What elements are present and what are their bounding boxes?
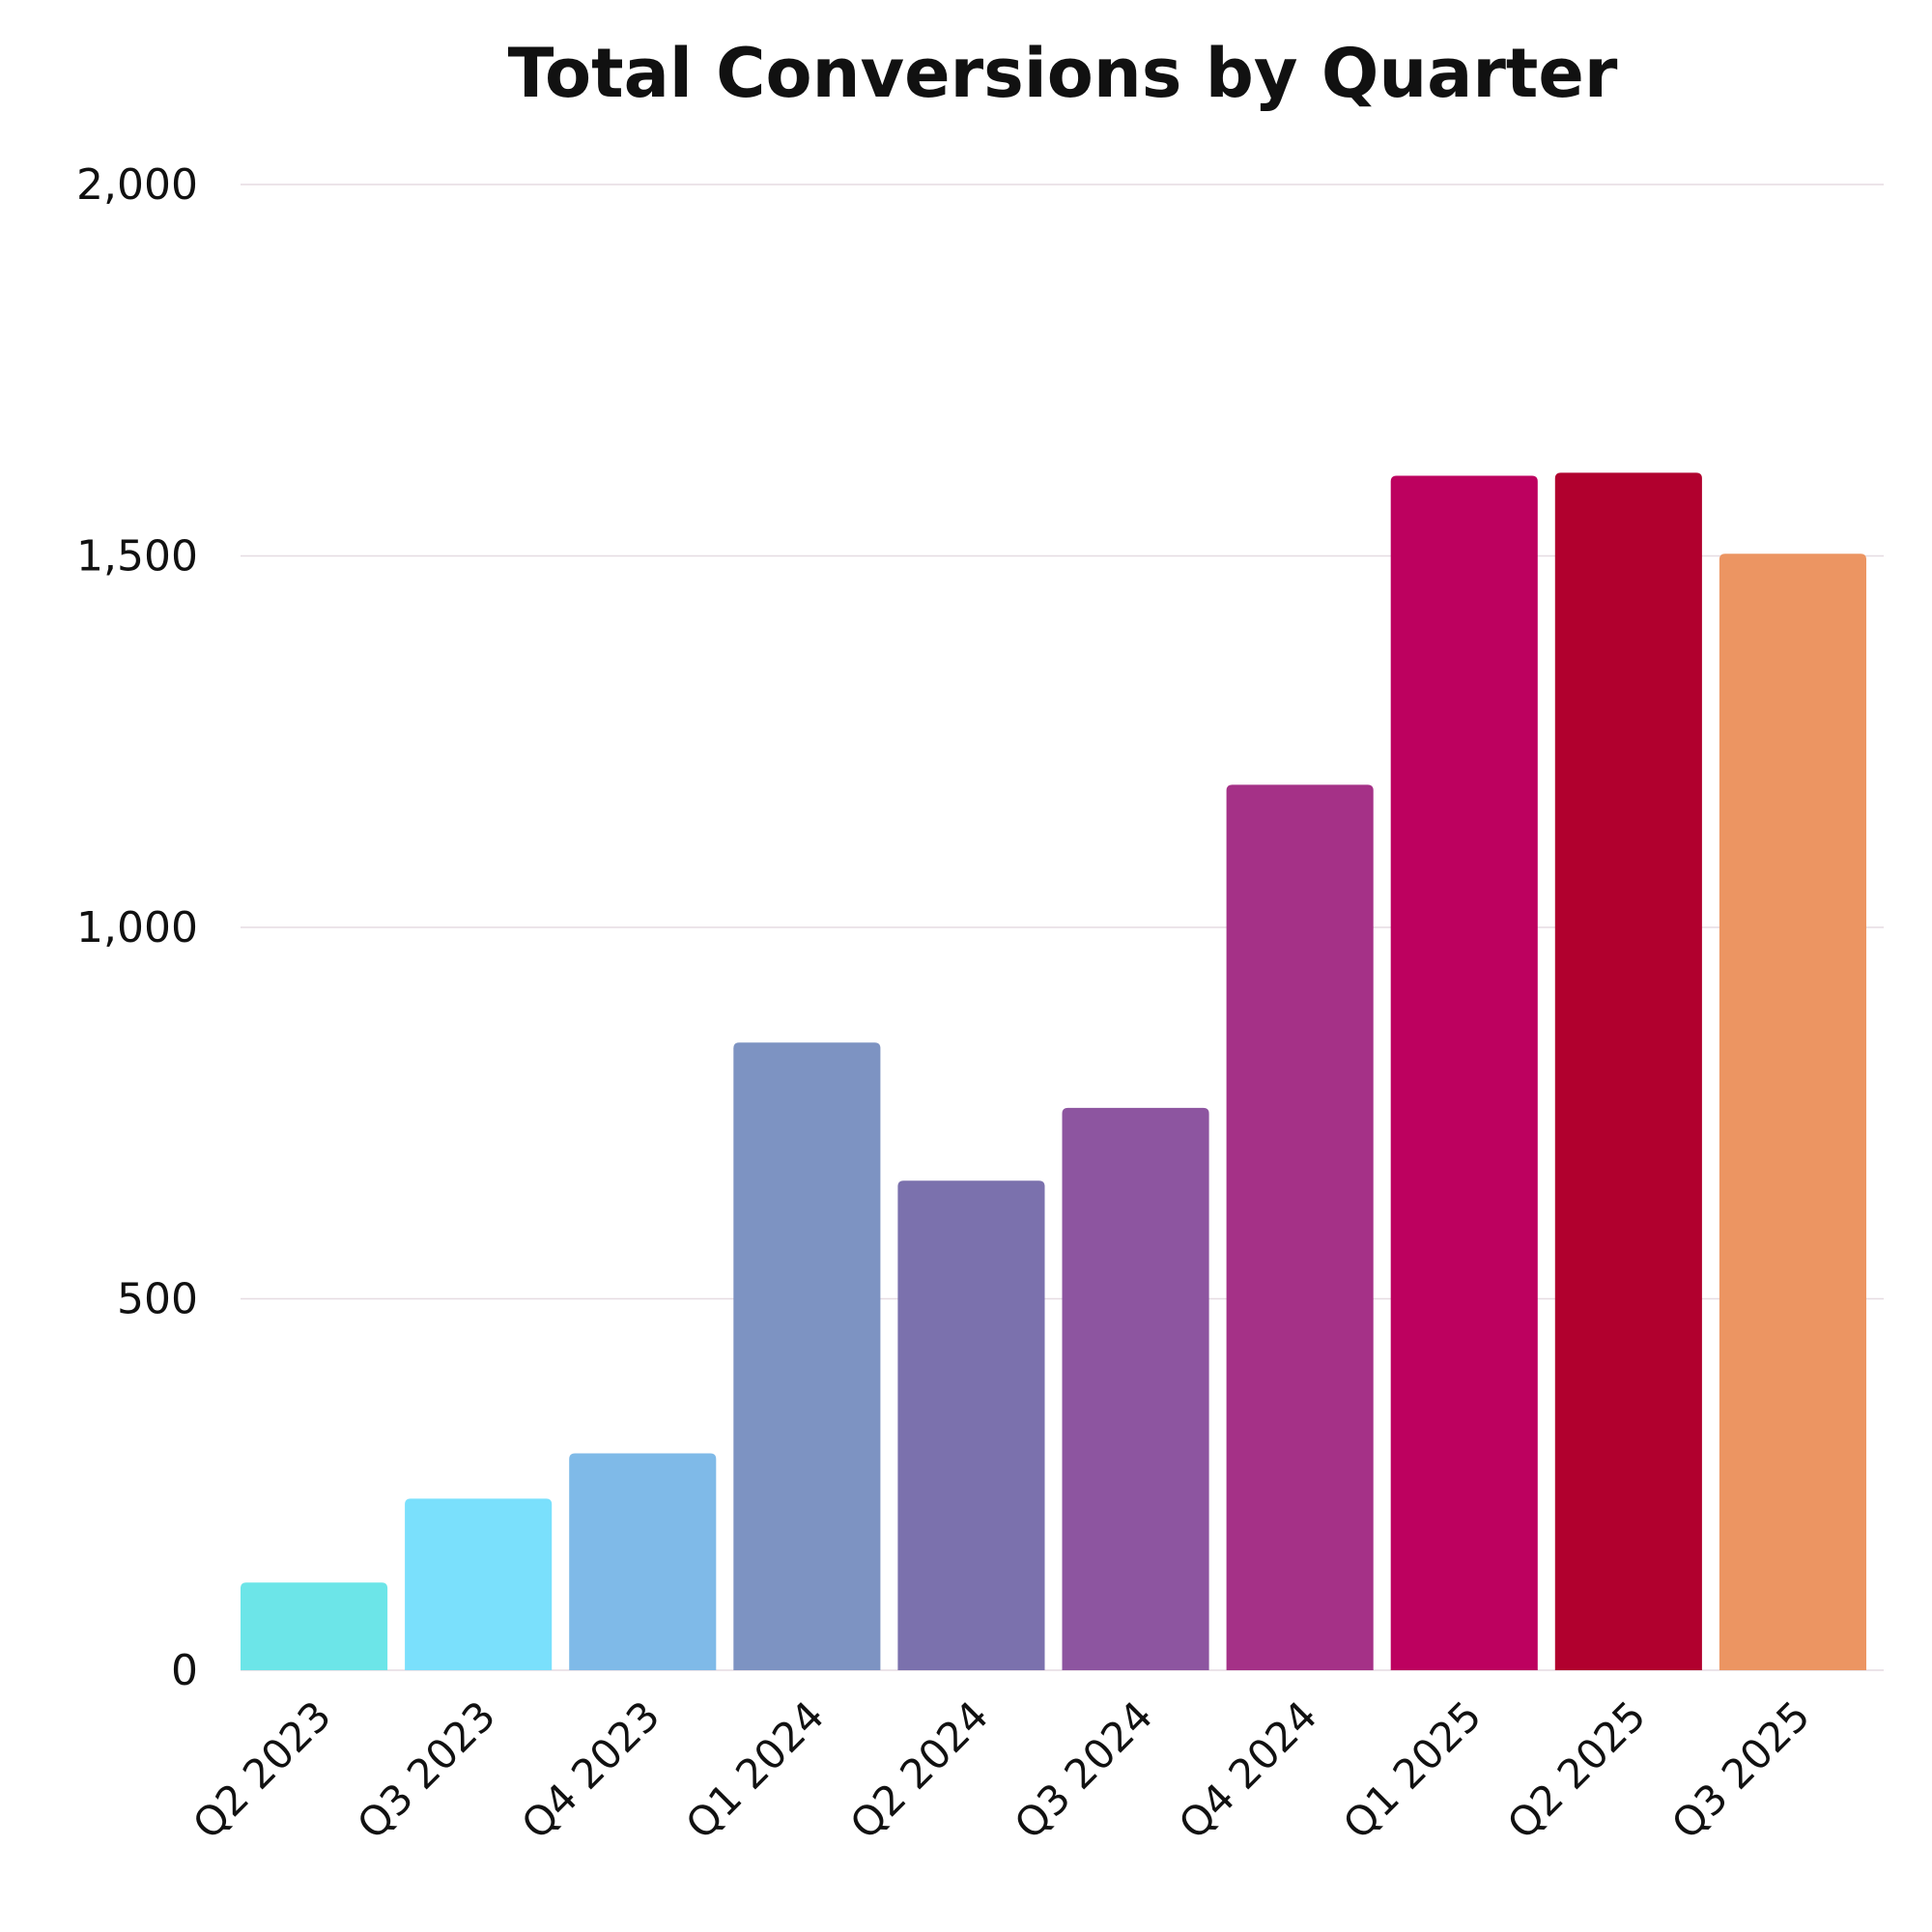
bar	[1390, 475, 1538, 1670]
y-tick-label: 1,500	[76, 532, 198, 582]
chart-title: Total Conversions by Quarter	[508, 34, 1618, 113]
x-tick-label: Q1 2025	[1334, 1691, 1491, 1848]
bar	[897, 1180, 1045, 1670]
y-tick-label: 0	[171, 1646, 198, 1695]
y-tick-label: 1,000	[76, 903, 198, 952]
bar	[1554, 472, 1702, 1670]
x-tick-label: Q2 2023	[184, 1691, 340, 1848]
x-axis: Q2 2023 Q3 2023 Q4 2023 Q1 2024 Q2 2024 Q3 20…	[184, 1691, 1819, 1848]
bar	[1719, 554, 1866, 1670]
x-tick-label: Q4 2023	[512, 1691, 668, 1848]
bar	[405, 1498, 553, 1670]
bar	[241, 1582, 388, 1670]
x-tick-label: Q3 2023	[348, 1691, 504, 1848]
y-tick-label: 2,000	[76, 160, 198, 210]
bar	[733, 1042, 881, 1670]
x-tick-label: Q2 2024	[841, 1691, 998, 1848]
x-tick-label: Q1 2024	[676, 1691, 833, 1848]
bar	[1226, 784, 1374, 1670]
bar	[569, 1453, 717, 1670]
bars	[241, 472, 1866, 1670]
x-tick-label: Q3 2024	[1006, 1691, 1162, 1848]
bar	[1062, 1107, 1209, 1670]
x-tick-label: Q3 2025	[1662, 1691, 1819, 1848]
x-tick-label: Q2 2025	[1498, 1691, 1655, 1848]
y-tick-label: 500	[117, 1275, 198, 1324]
x-tick-label: Q4 2024	[1170, 1691, 1326, 1848]
y-axis: 0 500 1,000 1,500 2,000	[76, 160, 198, 1695]
